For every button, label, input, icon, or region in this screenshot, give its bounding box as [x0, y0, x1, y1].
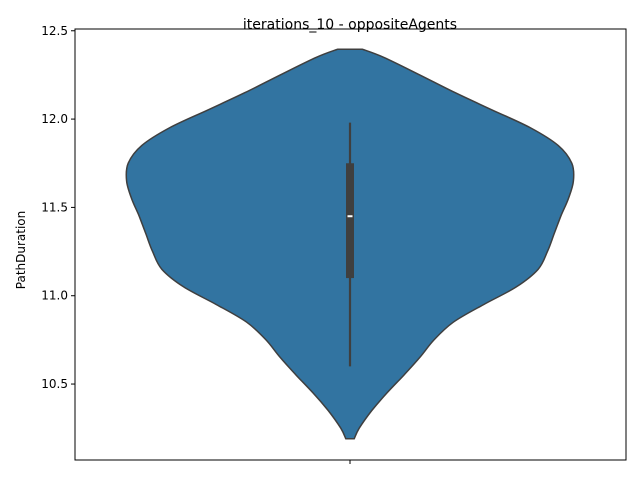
y-tick-label: 12.0: [41, 112, 68, 126]
y-tick-label: 11.5: [41, 200, 68, 214]
y-tick-label: 10.5: [41, 377, 68, 391]
violin-iqr-box: [346, 163, 354, 279]
y-tick-label: 11.0: [41, 289, 68, 303]
chart-title: iterations_10 - oppositeAgents: [243, 17, 457, 33]
y-tick-label: 12.5: [41, 24, 68, 38]
y-axis-label: PathDuration: [14, 211, 28, 289]
plot-area: 10.5 11.0 11.5 12.0 12.5: [41, 24, 627, 464]
